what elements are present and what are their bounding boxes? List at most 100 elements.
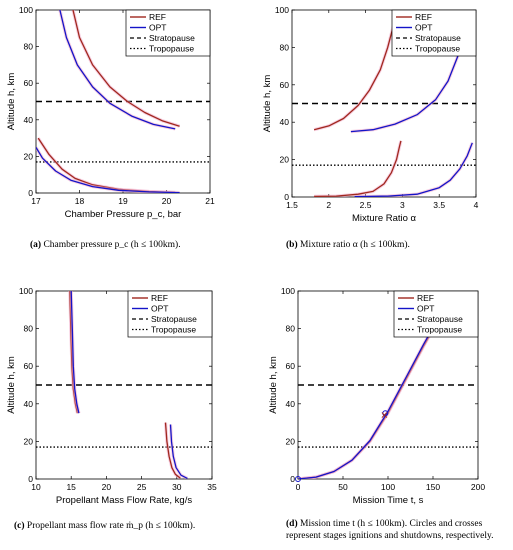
series-ref-halo (314, 140, 403, 197)
x-axis-label: Mission Time t, s (353, 495, 424, 506)
caption-a: (a) Chamber pressure p_c (h ≤ 100km). (30, 240, 181, 250)
x-tick-label: 20 (102, 482, 112, 492)
legend-label-tropopause: Tropopause (151, 325, 196, 335)
x-tick-label: 2 (326, 200, 331, 210)
x-tick-label: 17 (31, 196, 41, 206)
caption-c: (c) Propellant mass flow rate ṁ_p (h ≤ 1… (14, 521, 196, 531)
y-tick-label: 100 (275, 5, 289, 15)
legend-label-opt: OPT (151, 304, 168, 314)
caption-d: (d) Mission time t (h ≤ 100km). Circles … (286, 519, 494, 541)
legend-box (393, 290, 479, 338)
x-tick-label: 35 (207, 482, 217, 492)
x-tick-label: 0 (296, 482, 301, 492)
x-tick-label: 15 (66, 482, 76, 492)
y-tick-label: 60 (24, 361, 34, 371)
series-ref-line (72, 10, 180, 127)
series-opt-line (70, 291, 80, 414)
x-tick-label: 1.5 (286, 200, 298, 210)
series-ref-line (164, 422, 181, 479)
x-tick-label: 19 (118, 196, 128, 206)
series-opt-line (36, 146, 180, 193)
y-axis-label: Altitude h, km (262, 75, 273, 133)
y-tick-label: 0 (290, 474, 295, 484)
legend-label-stratopause: Stratopause (415, 33, 461, 43)
legend-label-stratopause: Stratopause (149, 33, 195, 43)
legend-label-opt: OPT (415, 23, 432, 33)
y-tick-label: 0 (284, 192, 289, 202)
x-tick-label: 21 (205, 196, 215, 206)
x-tick-label: 18 (75, 196, 85, 206)
x-tick-label: 50 (338, 482, 348, 492)
legend-label-ref: REF (151, 293, 168, 303)
y-tick-label: 60 (280, 80, 290, 90)
y-axis-label: Altitude h, km (268, 356, 279, 414)
legend-label-tropopause: Tropopause (417, 325, 462, 335)
y-tick-label: 80 (24, 42, 34, 52)
x-tick-label: 100 (381, 482, 395, 492)
y-tick-label: 80 (280, 42, 290, 52)
y-tick-label: 40 (24, 399, 34, 409)
legend-label-ref: REF (415, 12, 432, 22)
y-tick-label: 20 (280, 155, 290, 165)
y-tick-label: 100 (281, 286, 295, 296)
plot-area (68, 291, 189, 479)
x-tick-label: 30 (172, 482, 182, 492)
y-tick-label: 80 (286, 324, 296, 334)
plot-area (313, 10, 474, 197)
y-tick-label: 60 (24, 78, 34, 88)
series-opt-line (169, 424, 188, 479)
y-tick-label: 40 (280, 117, 290, 127)
x-axis-label: Propellant Mass Flow Rate, kg/s (56, 495, 192, 506)
y-axis-label: Altitude h, km (6, 356, 17, 414)
x-tick-label: 20 (162, 196, 172, 206)
x-axis-label: Mixture Ratio α (352, 213, 417, 224)
series-ref-halo (313, 10, 399, 132)
x-tick-label: 200 (471, 482, 485, 492)
series-opt-halo (36, 146, 180, 193)
plot-area (36, 10, 181, 193)
legend-label-ref: REF (149, 12, 166, 22)
series-opt-line (59, 10, 176, 130)
stage-shutdown-marker (381, 412, 388, 418)
y-tick-label: 60 (286, 361, 296, 371)
legend-label-opt: OPT (149, 23, 166, 33)
legend-label-tropopause: Tropopause (149, 44, 194, 54)
chart-panel-d: 0 50 100 150 200 0 20 40 60 80 100 Mission Time t, … (268, 286, 485, 506)
x-tick-label: 150 (426, 482, 440, 492)
series-ref-line (314, 140, 402, 197)
chart-panel-c: 10 15 20 25 30 35 0 20 40 60 80 100 Propellant Mass … (6, 286, 217, 506)
y-tick-label: 40 (286, 399, 296, 409)
legend-label-ref: REF (417, 293, 434, 303)
y-tick-label: 40 (24, 115, 34, 125)
caption-b: (b) Mixture ratio α (h ≤ 100km). (286, 240, 410, 250)
legend-label-stratopause: Stratopause (151, 314, 197, 324)
y-tick-label: 0 (28, 474, 33, 484)
y-tick-label: 20 (286, 436, 296, 446)
legend-label-stratopause: Stratopause (417, 314, 463, 324)
x-tick-label: 2.5 (360, 200, 372, 210)
chart-panel-a: 17 18 19 20 21 0 20 40 60 80 100 Chamber Pressure p… (6, 5, 215, 220)
y-tick-label: 80 (24, 324, 34, 334)
series-opt-line (354, 142, 473, 197)
legend-label-opt: OPT (417, 304, 434, 314)
x-tick-label: 10 (31, 482, 41, 492)
stage-ignition-marker (295, 476, 301, 482)
y-tick-label: 0 (28, 188, 33, 198)
series-ref-line (37, 137, 176, 193)
y-tick-label: 20 (24, 151, 34, 161)
legend-label-tropopause: Tropopause (415, 44, 460, 54)
x-tick-label: 4 (474, 200, 479, 210)
series-ref-line (313, 10, 398, 131)
x-axis-label: Chamber Pressure p_c, bar (65, 209, 182, 220)
x-tick-label: 3 (400, 200, 405, 210)
y-tick-label: 100 (19, 5, 33, 15)
y-tick-label: 20 (24, 436, 34, 446)
x-tick-label: 3.5 (433, 200, 445, 210)
x-tick-label: 25 (137, 482, 147, 492)
